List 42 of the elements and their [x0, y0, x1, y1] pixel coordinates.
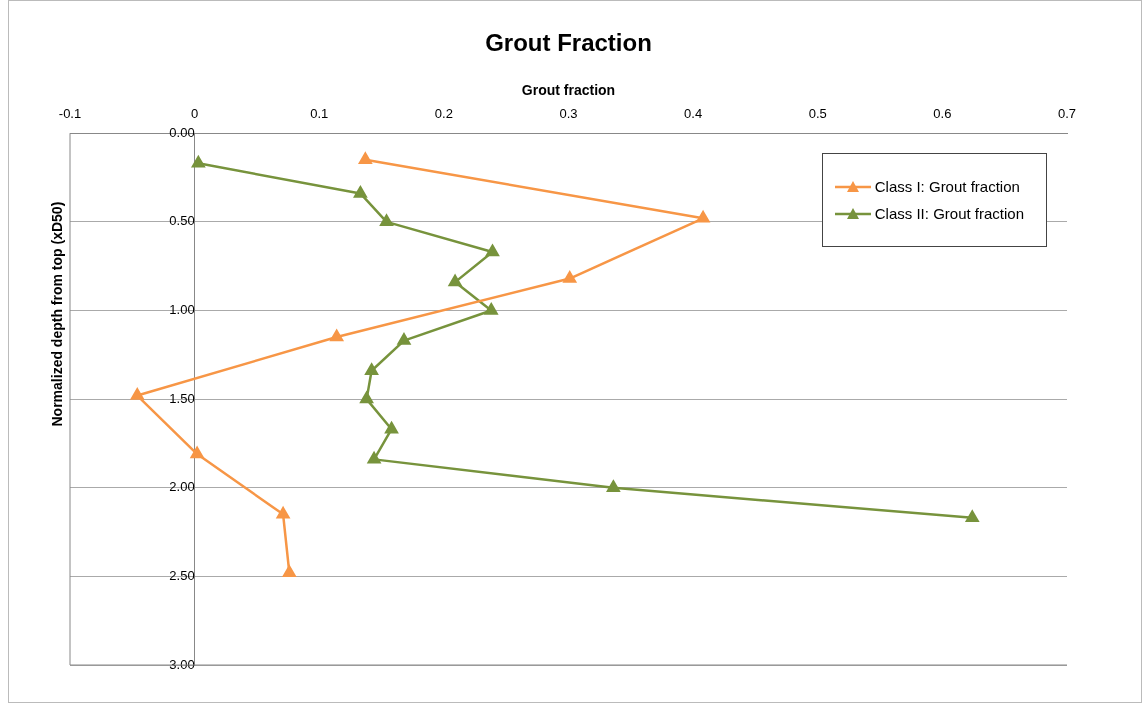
- point: [282, 565, 296, 578]
- point: [397, 333, 411, 345]
- x-tick-label: 0.3: [559, 105, 578, 121]
- point: [191, 156, 205, 168]
- x-axis-title: Grout fraction: [521, 82, 616, 99]
- point: [367, 452, 381, 464]
- point: [696, 211, 710, 223]
- point: [965, 510, 979, 523]
- point: [484, 303, 498, 315]
- point: [353, 186, 367, 198]
- point: [360, 391, 374, 404]
- point: [385, 421, 398, 434]
- point: [606, 480, 620, 492]
- y-tick-label: 3.00: [169, 656, 195, 672]
- chart-title: Grout Fraction: [485, 29, 652, 57]
- point: [365, 363, 379, 375]
- point: [380, 214, 393, 227]
- x-tick-label: 0.1: [310, 105, 329, 121]
- x-tick-label: 0.6: [933, 105, 952, 121]
- legend-label: Class II: Grout fraction: [874, 205, 1024, 223]
- point: [190, 446, 204, 459]
- point: [486, 244, 499, 257]
- x-tick-label: 0.7: [1057, 105, 1077, 121]
- y-tick-label: 2.50: [169, 567, 195, 583]
- y-axis-title: Normalized depth from top (xD50): [48, 201, 65, 427]
- point: [448, 274, 462, 287]
- x-tick-label: 0.4: [684, 105, 703, 121]
- point: [130, 388, 144, 400]
- y-tick-label: 1.50: [169, 390, 195, 406]
- legend-label: Class I: Grout fraction: [874, 178, 1020, 196]
- x-tick-label: -0.1: [58, 105, 82, 121]
- y-tick-label: 0.00: [169, 124, 195, 140]
- y-tick-label: 1.00: [169, 302, 195, 318]
- y-tick-label: 2.00: [169, 479, 195, 495]
- point: [276, 507, 290, 519]
- point: [330, 329, 344, 342]
- point: [563, 271, 577, 283]
- x-tick-label: 0: [191, 105, 199, 121]
- x-tick-label: 0.2: [434, 105, 453, 121]
- y-tick-label: 0.50: [169, 213, 195, 229]
- x-tick-label: 0.5: [808, 105, 827, 121]
- point: [358, 152, 372, 165]
